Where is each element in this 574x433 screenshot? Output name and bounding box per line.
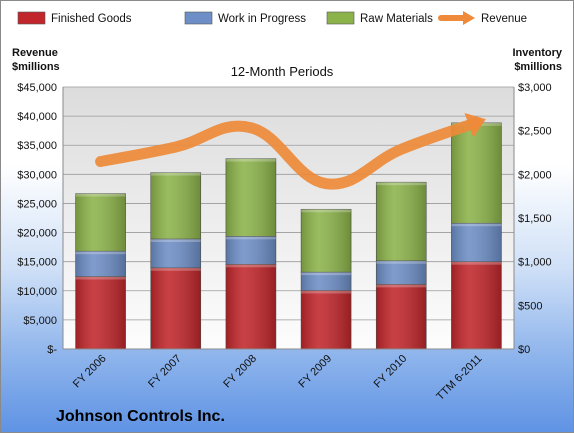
right-axis-title-line2: $millions (514, 61, 562, 73)
company-name: Johnson Controls Inc. (56, 408, 225, 425)
bar-segment-highlight (225, 236, 276, 240)
bar-segment-highlight (75, 251, 126, 255)
bar-stacks (75, 122, 502, 350)
bar-segment-shade (75, 251, 126, 277)
left-tick-label: $15,000 (17, 257, 57, 269)
bar-segment-highlight (451, 261, 502, 265)
right-axis-title-line1: Inventory (512, 47, 562, 59)
bar-segment-highlight (150, 172, 201, 176)
legend-label: Work in Progress (218, 13, 306, 25)
left-tick-label: $25,000 (17, 198, 57, 210)
right-tick-label: $2,500 (518, 126, 552, 138)
x-axis-ticks: FY 2006 FY 2007 FY 2008 FY 2009 FY 2010 TTM 6… (71, 353, 485, 403)
bar-segment-shade (225, 264, 276, 349)
revenue-line (95, 117, 482, 190)
bar-segment-shade (376, 260, 427, 285)
legend-label: Finished Goods (51, 13, 132, 25)
legend-swatch (326, 11, 355, 25)
x-tick-label: FY 2010 (372, 353, 410, 391)
right-tick-label: $1,000 (518, 257, 552, 269)
right-tick-label: $500 (518, 300, 542, 312)
left-axis-title-line1: Revenue (12, 47, 58, 59)
bar-segment-highlight (150, 267, 201, 271)
bar-segment-shade (225, 236, 276, 265)
bar-segment-shade (376, 182, 427, 261)
bar-segment-highlight (150, 238, 201, 242)
left-tick-label: $- (47, 344, 57, 356)
bar-segment-highlight (376, 182, 427, 186)
bar-segment-highlight (301, 272, 352, 276)
chart-title: 12-Month Periods (231, 64, 334, 79)
bar-segment-shade (451, 223, 502, 262)
bar-segment-highlight (225, 264, 276, 268)
left-axis-title-line2: $millions (12, 61, 60, 73)
x-tick-label: FY 2009 (296, 353, 334, 391)
right-tick-label: $3,000 (518, 82, 552, 94)
bar-segment-highlight (225, 158, 276, 162)
bar-segment-shade (150, 238, 201, 268)
x-tick-label: TTM 6-2011 (434, 353, 484, 403)
bar-segment-highlight (301, 209, 352, 213)
legend: Finished Goods Work in Progress Raw Materi… (17, 11, 527, 25)
legend-label: Revenue (481, 13, 527, 25)
x-tick-label: FY 2006 (71, 353, 109, 391)
x-tick-label: FY 2007 (146, 353, 184, 391)
gridlines (63, 86, 514, 321)
bar-segment-shade (75, 276, 126, 349)
bar-segment-highlight (301, 290, 352, 294)
right-tick-label: $0 (518, 344, 530, 356)
left-tick-label: $45,000 (17, 82, 57, 94)
bar-segment-shade (451, 122, 502, 224)
bar-segment-shade (301, 209, 352, 273)
bar-segment-shade (451, 261, 502, 349)
left-tick-label: $40,000 (17, 111, 57, 123)
bar-segment-highlight (376, 284, 427, 288)
bar-segment-shade (150, 172, 201, 239)
legend-arrow-icon (463, 11, 475, 25)
plot-area (63, 87, 514, 349)
left-tick-label: $35,000 (17, 140, 57, 152)
legend-swatch (184, 11, 213, 25)
left-tick-label: $5,000 (23, 315, 57, 327)
bar-segment-shade (225, 158, 276, 237)
bar-segment-shade (150, 267, 201, 349)
right-tick-label: $2,000 (518, 169, 552, 181)
left-tick-label: $10,000 (17, 286, 57, 298)
bar-segment-shade (301, 272, 352, 291)
revenue-arrowhead (464, 112, 486, 138)
left-tick-label: $20,000 (17, 228, 57, 240)
revenue-line-layer (95, 112, 486, 190)
bar-segment-highlight (451, 223, 502, 227)
bar-segment-shade (301, 290, 352, 349)
legend-swatch (17, 11, 46, 25)
right-axis-ticks: $0 $500 $1,000 $1,500 $2,000 $2,500 $3,000 (518, 82, 552, 356)
bar-segment-highlight (75, 193, 126, 197)
left-axis-ticks: $- $5,000 $10,000 $15,000 $20,000 $25,000 $30,… (17, 82, 57, 356)
bar-segment-highlight (75, 276, 126, 280)
x-tick-label: FY 2008 (221, 353, 259, 391)
bar-segment-shade (376, 284, 427, 349)
left-tick-label: $30,000 (17, 169, 57, 181)
bar-segment-highlight (376, 260, 427, 264)
legend-label: Raw Materials (360, 13, 433, 25)
right-tick-label: $1,500 (518, 213, 552, 225)
bar-segment-shade (75, 193, 126, 252)
